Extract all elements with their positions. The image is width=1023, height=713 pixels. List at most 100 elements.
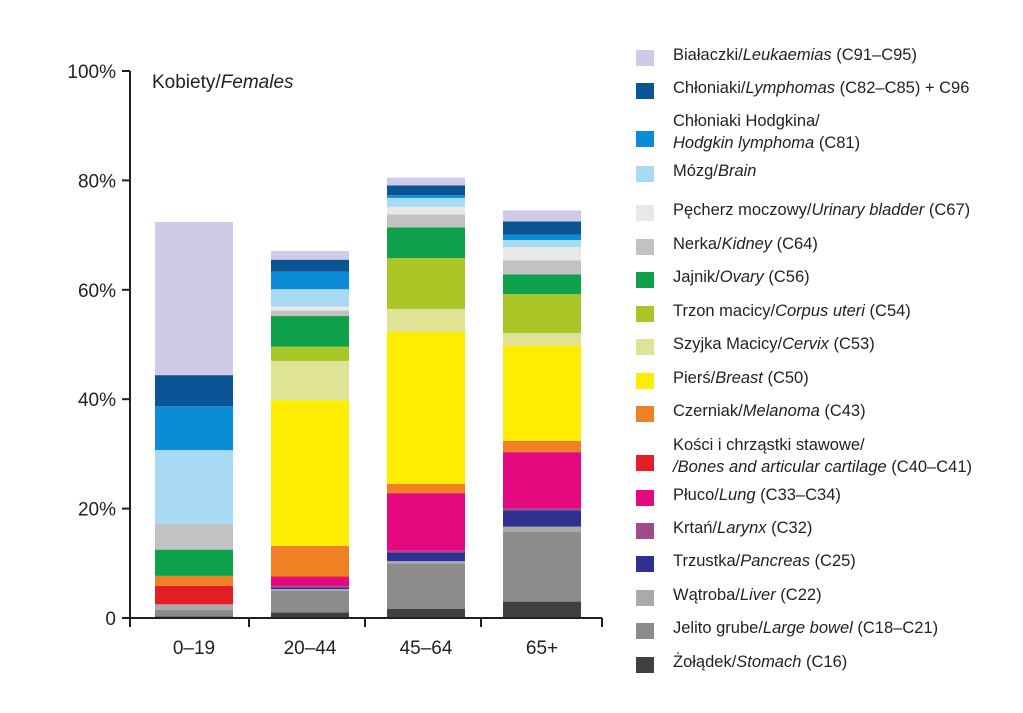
bar-segment-1-17 (271, 250, 349, 260)
legend-line-2-1: Hodgkin lymphoma (C81) (673, 132, 860, 154)
bar-segment-3-0 (503, 601, 581, 618)
legend-text-0-0-0: Białaczki/ (673, 46, 743, 64)
legend-swatch-1 (636, 83, 654, 99)
legend-text-11-1-0: /Bones and articular cartilage (673, 458, 887, 476)
bar-segment-2-1 (387, 563, 465, 609)
legend-line-12-0: Płuco/Lung (C33–C34) (673, 484, 841, 506)
legend-label-1: Chłoniaki/Lymphomas (C82–C85) + C96 (673, 77, 969, 99)
x-tick-label-2: 45–64 (400, 638, 453, 659)
bar-segment-3-8 (503, 345, 581, 441)
legend-line-13-0: Krtań/Larynx (C32) (673, 517, 812, 539)
bar-segment-1-6 (271, 576, 349, 578)
legend-text-1-0-1: Lymphomas (745, 79, 836, 97)
bar-segment-2-17 (387, 177, 465, 186)
bar-segment-0-14 (155, 450, 233, 524)
bar-segment-1-7 (271, 545, 349, 577)
bar-segment-0-6 (155, 585, 233, 605)
legend-line-6-0: Jajnik/Ovary (C56) (673, 266, 810, 288)
legend-text-15-0-2: (C22) (775, 586, 822, 604)
legend-text-16-0-0: Jelito grube/ (673, 619, 763, 637)
legend-line-2-0: Chłoniaki Hodgkina/ (673, 110, 860, 132)
legend-swatch-6 (636, 272, 654, 288)
bar-segment-3-16 (503, 221, 581, 235)
legend-text-14-0-1: Pancreas (740, 552, 810, 570)
legend-text-16-0-1: Large bowel (762, 619, 853, 637)
legend-line-5-0: Nerka/Kidney (C64) (673, 233, 818, 255)
bar-segment-3-10 (503, 294, 581, 334)
legend-label-2: Chłoniaki Hodgkina/Hodgkin lymphoma (C81… (673, 110, 860, 154)
legend-line-4-0: Pęcherz moczowy/Urinary bladder (C67) (673, 199, 970, 221)
legend-text-1-0-0: Chłoniaki/ (673, 79, 746, 97)
legend-text-7-0-2: (C54) (864, 302, 911, 320)
legend-text-17-0-0: Żołądek/ (673, 653, 737, 671)
legend-text-7-0-0: Trzon macicy/ (673, 302, 776, 320)
legend-label-5: Nerka/Kidney (C64) (673, 233, 818, 255)
bar-segment-1-13 (271, 306, 349, 311)
legend-text-11-0-0: Kości i chrząstki stawowe/ (673, 436, 865, 454)
legend-line-7-0: Trzon macicy/Corpus uteri (C54) (673, 300, 911, 322)
legend-label-12: Płuco/Lung (C33–C34) (673, 484, 841, 506)
legend-text-7-0-1: Corpus uteri (775, 302, 865, 320)
legend-line-10-0: Czerniak/Melanoma (C43) (673, 400, 866, 422)
legend-line-15-0: Wątroba/Liver (C22) (673, 584, 822, 606)
bar-segment-1-2 (271, 589, 349, 591)
bar-segment-2-10 (387, 258, 465, 309)
bar-segment-2-16 (387, 185, 465, 196)
bar-segment-3-14 (503, 240, 581, 248)
legend-text-12-0-0: Płuco/ (673, 486, 719, 504)
y-tick-label-4: 80% (78, 171, 116, 192)
legend-text-5-0-2: (C64) (772, 235, 818, 253)
bar-segment-1-11 (271, 316, 349, 347)
legend-text-8-0-2: (C53) (828, 335, 875, 353)
bar-segment-3-6 (503, 451, 581, 453)
legend-line-17-0: Żołądek/Stomach (C16) (673, 651, 847, 673)
legend-label-11: Kości i chrząstki stawowe/ /Bones and art… (673, 434, 972, 478)
legend-text-6-0-1: Ovary (719, 268, 764, 286)
legend-swatch-5 (636, 239, 654, 255)
legend-swatch-2 (636, 131, 654, 147)
legend-text-4-0-0: Pęcherz moczowy/ (673, 201, 812, 219)
bar-segment-3-11 (503, 274, 581, 295)
bar-segment-3-15 (503, 234, 581, 241)
bar-segment-2-2 (387, 561, 465, 564)
legend-text-6-0-0: Jajnik/ (673, 268, 720, 286)
legend-line-9-0: Pierś/Breast (C50) (673, 367, 809, 389)
legend-text-6-0-2: (C56) (763, 268, 810, 286)
bar-segment-1-12 (271, 310, 349, 317)
bar-segment-0-7 (155, 575, 233, 586)
bar-segment-3-7 (503, 440, 581, 452)
legend-label-3: Mózg/Brain (673, 160, 756, 182)
legend-text-10-0-1: Melanoma (742, 402, 820, 420)
bar-segment-3-17 (503, 210, 581, 222)
bar-segment-1-1 (271, 590, 349, 613)
bar-segment-1-5 (271, 577, 349, 587)
legend-label-15: Wątroba/Liver (C22) (673, 584, 822, 606)
legend-text-9-0-2: (C50) (762, 369, 809, 387)
bar-segment-1-14 (271, 289, 349, 307)
bar-segment-1-10 (271, 346, 349, 361)
legend-line-3-0: Mózg/Brain (673, 160, 756, 182)
legend-text-8-0-0: Szyjka Macicy/ (673, 335, 783, 353)
legend-text-8-0-1: Cervix (782, 335, 829, 353)
legend-text-13-0-2: (C32) (766, 519, 813, 537)
bar-segment-0-11 (155, 549, 233, 576)
bar-segment-2-5 (387, 493, 465, 551)
y-tick-label-2: 40% (78, 390, 116, 411)
bar-segment-2-12 (387, 214, 465, 228)
legend-text-13-0-1: Larynx (717, 519, 767, 537)
legend-text-13-0-0: Krtań/ (673, 519, 718, 537)
legend-label-7: Trzon macicy/Corpus uteri (C54) (673, 300, 911, 322)
legend-label-16: Jelito grube/Large bowel (C18–C21) (673, 617, 938, 639)
legend-text-10-0-0: Czerniak/ (673, 402, 743, 420)
legend-label-10: Czerniak/Melanoma (C43) (673, 400, 866, 422)
bar-segment-0-17 (155, 221, 233, 376)
legend-swatch-7 (636, 306, 654, 322)
bar-segment-1-4 (271, 586, 349, 588)
bar-segment-0-15 (155, 406, 233, 451)
legend-swatch-17 (636, 657, 654, 673)
bar-segment-2-8 (387, 331, 465, 484)
legend-text-16-0-2: (C18–C21) (852, 619, 939, 637)
x-tick-label-1: 20–44 (284, 638, 337, 659)
legend-text-14-0-0: Trzustka/ (673, 552, 741, 570)
bar-segment-2-4 (387, 550, 465, 553)
